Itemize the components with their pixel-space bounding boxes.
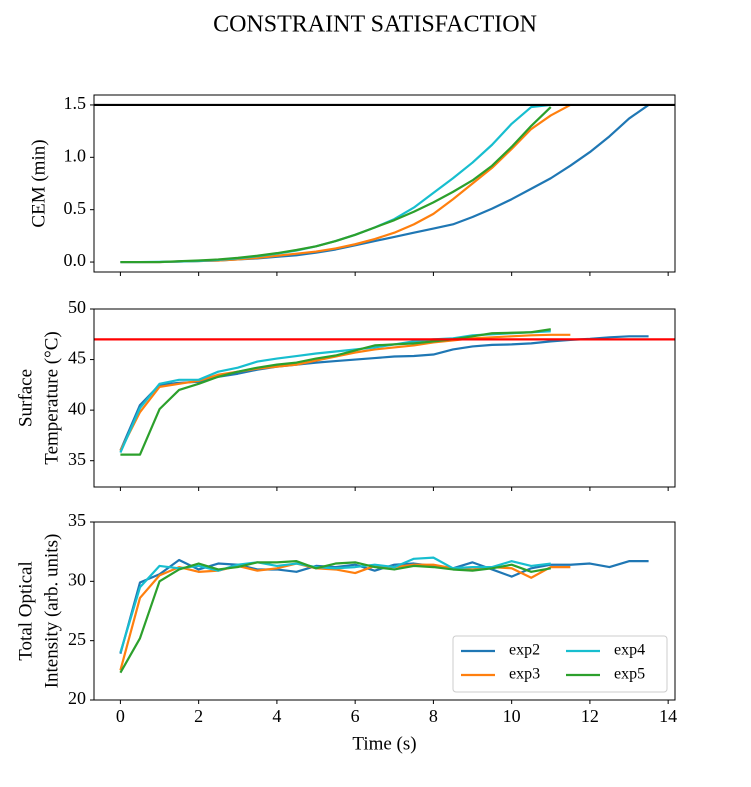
x-tick-label: 6 xyxy=(351,706,360,726)
axes-frame xyxy=(93,521,676,701)
y-tick-label: 35 xyxy=(68,510,86,530)
x-tick-label: 4 xyxy=(272,706,281,726)
x-tick-label: 14 xyxy=(659,706,677,726)
y-tick-label: 0.0 xyxy=(64,250,87,270)
legend-label: exp2 xyxy=(509,642,540,659)
y-tick-label: 50 xyxy=(68,297,86,317)
series-line xyxy=(120,104,650,264)
y-axis-label: CEM (min) xyxy=(28,139,49,227)
y-tick-label: 20 xyxy=(68,688,86,708)
y-tick-label: 30 xyxy=(68,569,86,589)
series-line xyxy=(120,106,552,264)
x-tick-label: 10 xyxy=(503,706,521,726)
x-tick-label: 2 xyxy=(194,706,203,726)
y-tick-label: 1.5 xyxy=(64,93,87,113)
series-line xyxy=(120,328,551,456)
x-tick-label: 0 xyxy=(116,706,125,726)
y-axis-label: Total Optical xyxy=(15,561,36,660)
figure-title: CONSTRAINT SATISFACTION xyxy=(213,12,537,38)
x-axis-label: Time (s) xyxy=(352,733,416,754)
series-line xyxy=(119,556,551,653)
legend-label: exp5 xyxy=(614,666,645,683)
y-tick-label: 45 xyxy=(68,348,86,368)
series-line xyxy=(119,330,551,454)
x-tick-label: 8 xyxy=(429,706,438,726)
axes-frame xyxy=(93,94,676,273)
series-line xyxy=(119,560,551,674)
series-line xyxy=(119,333,571,452)
y-tick-label: 25 xyxy=(68,629,86,649)
legend-label: exp4 xyxy=(614,642,645,659)
y-tick-label: 35 xyxy=(68,449,86,469)
y-tick-label: 1.0 xyxy=(64,145,87,165)
axes-frame xyxy=(93,308,676,488)
y-axis-label: Intensity (arb. units) xyxy=(41,534,62,689)
series-line xyxy=(119,335,649,452)
legend-box xyxy=(452,635,668,693)
y-tick-label: 40 xyxy=(68,398,86,418)
x-tick-label: 12 xyxy=(581,706,599,726)
y-tick-label: 0.5 xyxy=(64,198,87,218)
y-axis-label: Temperature (°C) xyxy=(41,331,62,464)
y-axis-label: Surface xyxy=(15,369,36,427)
legend-label: exp3 xyxy=(509,666,540,683)
series-line xyxy=(120,103,551,264)
